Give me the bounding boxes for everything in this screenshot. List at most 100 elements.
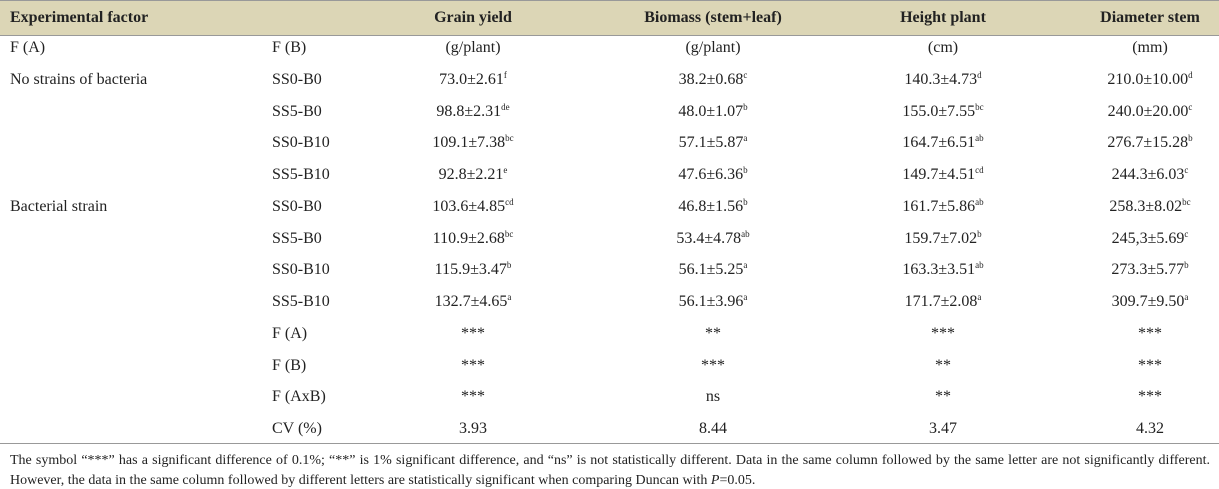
cell-value: 8.44: [699, 420, 727, 437]
data-cell: 149.7±4.51cd: [902, 165, 983, 185]
cell-value: 56.1±5.25: [678, 261, 744, 279]
cell-value: ***: [461, 356, 485, 374]
cell-superscript: d: [977, 69, 982, 80]
cell-superscript: bc: [1182, 196, 1191, 207]
cell-value: ***: [1138, 324, 1162, 342]
cell-superscript: bc: [504, 228, 514, 239]
row-label: SS0-B0: [272, 70, 322, 88]
cell-value: 163.3±3.51: [902, 261, 976, 279]
cell-value: 4.32: [1136, 420, 1164, 437]
footnote-text: The symbol “***” has a significant diffe…: [10, 453, 1210, 488]
row-label: SS0-B10: [272, 134, 330, 152]
data-cell: 132.7±4.65a: [435, 292, 512, 312]
row-label: F (A): [272, 324, 308, 342]
row-label: F (B): [272, 39, 307, 56]
cell-value: 258.3±8.02: [1109, 197, 1183, 215]
row-label: SS5-B0: [272, 102, 322, 120]
data-cell: ***: [461, 356, 485, 376]
bottom-rule: [0, 443, 1219, 444]
footnote-text: =0.05.: [719, 472, 756, 488]
cell-value: 244.3±6.03: [1111, 166, 1185, 183]
cell-value: 155.0±7.55: [902, 102, 976, 120]
data-cell: 110.9±2.68bc: [433, 229, 514, 249]
data-cell: 38.2±0.68c: [679, 70, 748, 90]
cell-value: ***: [461, 388, 485, 406]
cell-value: 159.7±7.02: [904, 229, 978, 247]
cell-superscript: ab: [975, 133, 984, 144]
header-cell: Experimental factor: [10, 9, 149, 26]
cell-value: 132.7±4.65: [434, 293, 508, 310]
cell-value: 161.7±5.86: [902, 197, 976, 215]
row-label: CV (%): [272, 420, 322, 437]
data-cell: 161.7±5.86ab: [902, 197, 983, 217]
data-cell: 3.93: [459, 419, 487, 439]
cell-value: 309.7±9.50: [1111, 293, 1185, 310]
cell-superscript: a: [977, 292, 982, 302]
cell-value: 38.2±0.68: [678, 70, 744, 88]
cell-value: 3.47: [929, 420, 957, 437]
footnote: The symbol “***” has a significant diffe…: [10, 451, 1210, 489]
cell-value: ***: [461, 324, 485, 342]
data-cell: 98.8±2.31de: [436, 102, 509, 122]
cell-superscript: ab: [975, 260, 984, 271]
cell-superscript: c: [743, 69, 748, 80]
cell-value: ***: [1138, 356, 1162, 374]
data-cell: (g/plant): [445, 38, 500, 58]
cell-superscript: bc: [975, 101, 984, 112]
cell-value: 46.8±1.56: [678, 197, 744, 215]
data-cell: ***: [461, 387, 485, 407]
cell-value: (mm): [1132, 39, 1168, 56]
data-cell: (cm): [928, 38, 958, 58]
cell-superscript: a: [507, 292, 512, 302]
row-group: F (A): [10, 39, 46, 56]
data-cell: ns: [706, 387, 720, 407]
data-cell: ***: [1138, 356, 1162, 376]
cell-value: 56.1±3.96: [678, 293, 744, 310]
data-cell: 8.44: [699, 419, 727, 439]
cell-value: 98.8±2.31: [436, 102, 502, 120]
data-cell: 309.7±9.50a: [1112, 292, 1189, 312]
header-band: [0, 0, 1219, 36]
data-cell: 159.7±7.02b: [904, 229, 981, 249]
data-cell: 171.7±2.08a: [905, 292, 982, 312]
row-group: No strains of bacteria: [10, 70, 148, 88]
data-cell: 164.7±6.51ab: [902, 133, 983, 153]
cell-value: 210.0±10.00: [1107, 70, 1189, 88]
cell-value: 115.9±3.47: [434, 261, 507, 279]
row-label: F (AxB): [272, 388, 326, 406]
data-cell: **: [705, 324, 721, 344]
cell-value: 73.0±2.61: [439, 70, 504, 88]
data-cell: 73.0±2.61f: [439, 70, 507, 90]
data-cell: 140.3±4.73d: [904, 70, 981, 90]
cell-superscript: b: [743, 101, 748, 112]
data-cell: 276.7±15.28b: [1107, 133, 1192, 153]
cell-superscript: d: [1188, 69, 1193, 80]
cell-superscript: a: [743, 292, 748, 302]
data-cell: ***: [701, 356, 725, 376]
cell-superscript: bc: [505, 133, 514, 144]
data-cell: 56.1±3.96a: [679, 292, 748, 312]
cell-superscript: a: [1184, 292, 1189, 302]
data-cell: 4.32: [1136, 419, 1164, 439]
cell-value: 140.3±4.73: [904, 70, 978, 88]
cell-value: ns: [705, 388, 721, 406]
cell-superscript: b: [1188, 133, 1193, 144]
cell-value: 276.7±15.28: [1107, 134, 1189, 152]
cell-value: 240.0±20.00: [1107, 102, 1189, 120]
data-cell: 56.1±5.25a: [679, 260, 748, 280]
data-cell: **: [935, 356, 951, 376]
footnote-italic: P: [710, 472, 720, 488]
header-cell: Grain yield: [434, 9, 512, 26]
cell-superscript: cd: [505, 196, 514, 207]
cell-value: **: [935, 356, 951, 374]
cell-superscript: b: [506, 260, 512, 271]
data-cell: 47.6±6.36b: [678, 165, 747, 185]
cell-value: 149.7±4.51: [902, 166, 976, 183]
cell-superscript: c: [1184, 228, 1189, 239]
data-cell: 163.3±3.51ab: [902, 260, 983, 280]
cell-value: ***: [701, 356, 725, 374]
cell-value: **: [935, 388, 951, 406]
cell-superscript: a: [743, 260, 748, 271]
data-cell: 103.6±4.85cd: [432, 197, 513, 217]
